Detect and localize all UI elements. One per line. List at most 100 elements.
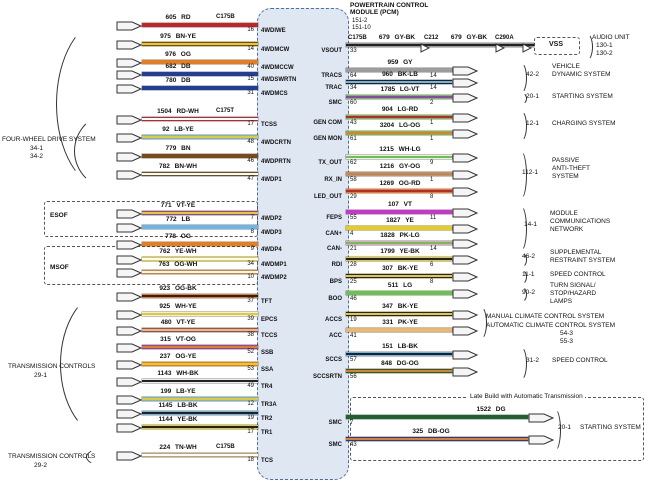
- right-pin-number: 21: [350, 246, 357, 252]
- right-wire-label: 960 BK-LB: [382, 71, 418, 78]
- system-label: MODULE: [550, 210, 578, 217]
- system-label: PASSIVE: [552, 157, 580, 164]
- wire-ACC-16: [346, 328, 452, 332]
- far-pin-number: 14: [430, 85, 437, 91]
- left-wire-label: 92 LB-YE: [162, 126, 194, 133]
- right-pin-number: 33: [350, 48, 357, 54]
- right-wire-label: 1785 LG-VT: [380, 86, 420, 93]
- group-ref: 42-2: [526, 71, 540, 78]
- left-pin-number: 37: [247, 298, 254, 304]
- pcm-pin-name: LED_OUT: [313, 194, 342, 200]
- wire-TRAC-2: [346, 80, 452, 84]
- right-pin-number: 28: [350, 262, 357, 268]
- right-connector-icon: [452, 253, 479, 265]
- right-wire-label: 331 PK-YE: [382, 319, 418, 326]
- pcm-pin-name: SCCSRTN: [312, 374, 342, 380]
- system-label: CHARGING SYSTEM: [552, 120, 616, 127]
- pcm-pin-name: 4WDMP2: [261, 275, 287, 281]
- pcm-pin-name: RX_IN: [324, 177, 342, 183]
- group-ref: 46-2: [522, 253, 536, 260]
- group-brace: [514, 286, 527, 303]
- right-connector-icon: [452, 151, 479, 163]
- junction-icon: [495, 40, 506, 53]
- far-pin-number: 14: [430, 246, 437, 252]
- wire-BPS-13: [346, 274, 452, 278]
- right-pin-number: 19: [350, 317, 357, 323]
- right-connector-icon: [452, 287, 479, 299]
- right-wire-label: 511 LG: [387, 282, 413, 289]
- left-wire-label: 763 OG-WH: [158, 261, 198, 268]
- pcm-pin-name: SMC: [328, 100, 342, 106]
- right-wire-label: 3204 LG-OG: [379, 122, 421, 129]
- right-pin-number: 43: [350, 120, 357, 126]
- left-wire-label: 480 VT-YE: [160, 319, 196, 326]
- left-pin-number: 47: [247, 176, 254, 182]
- pcm-title-ref1: 151-2: [352, 18, 368, 24]
- left-pin-number: 17: [247, 429, 254, 435]
- pcm-pin-name: SCCS: [325, 357, 342, 363]
- far-pin-number: 1: [430, 120, 434, 126]
- right-pin-number: 43: [350, 442, 357, 448]
- harness-arc: [74, 112, 154, 190]
- right-connector-icon: [452, 348, 479, 360]
- group-ref: 20-1: [558, 424, 572, 431]
- right-connector-icon: [452, 206, 479, 218]
- system-label: LAMPS: [550, 298, 573, 305]
- left-wire-4WDPRTN: [142, 154, 258, 158]
- pcm-pin-name: FEPS: [326, 215, 342, 221]
- left-wire-label: 1145 LB-BK: [158, 402, 198, 409]
- left-pin-number: 15: [247, 76, 254, 82]
- right-wire-label: 1828 PK-LG: [380, 232, 420, 239]
- left-wire-label: 772 LB: [165, 216, 191, 223]
- system-label: ANTI-THEFT: [552, 165, 590, 172]
- far-pin-number: 2: [430, 100, 434, 106]
- group-ref: 12-1: [526, 120, 540, 127]
- pcm-pin-name: 4WDP1: [261, 177, 282, 183]
- right-pin-number: 7: [350, 420, 354, 426]
- group-ref: 112-1: [522, 169, 539, 176]
- left-pin-number: 53: [247, 366, 254, 372]
- pcm-pin-name: 4WDP2: [261, 216, 282, 222]
- right-connector-icon: [452, 111, 479, 123]
- wire-RX_IN-7: [346, 172, 452, 176]
- right-wire-label: 107 VT: [388, 201, 412, 208]
- left-wire-label: 1144 YE-BK: [158, 416, 198, 423]
- system-label: SPEED CONTROL: [552, 357, 608, 364]
- system-label: NETWORK: [550, 226, 584, 233]
- system-label: 130-2: [596, 50, 613, 57]
- left-wire-label: 923 OG-BK: [159, 285, 197, 292]
- right-connector-icon: [452, 237, 479, 249]
- vss-label: VSS: [548, 41, 563, 48]
- left-connector-icon: [116, 221, 143, 233]
- far-pin-number: 6: [430, 262, 434, 268]
- right-wire-label: 1215 WH-LG: [379, 146, 421, 153]
- left-wire-label: 780 DB: [165, 77, 191, 84]
- wire-RDI-12: [346, 257, 452, 261]
- right-pin-number: 64: [350, 73, 357, 79]
- system-label: 55-3: [560, 338, 574, 345]
- pcm-pin-name: TCS: [261, 458, 273, 464]
- left-connector-icon: [116, 253, 143, 265]
- far-pin-number: 14: [430, 73, 437, 79]
- left-pin-number: 39: [247, 316, 254, 322]
- group-brace: [548, 408, 561, 452]
- msof-label: MSOF: [50, 264, 69, 271]
- left-pin-number: 52: [247, 349, 254, 355]
- group-brace: [474, 306, 487, 340]
- right-connector-icon: [452, 222, 479, 234]
- left-pin-number: 34: [247, 261, 254, 267]
- wire-CAN--11: [346, 241, 452, 245]
- group-brace: [514, 205, 527, 252]
- left-pin-number: 10: [247, 274, 254, 280]
- late-build-label: Late Build with Automatic Transmission: [468, 393, 585, 401]
- left-wire-4WDMCS: [142, 86, 258, 90]
- pcm-pin-name: BPS: [329, 279, 342, 285]
- system-label: SUPPLEMENTAL: [550, 249, 602, 256]
- far-pin-number: 8: [430, 194, 434, 200]
- left-pin-number: 17: [247, 121, 254, 127]
- system-label: COMMUNICATIONS: [550, 218, 611, 225]
- harness-arc: [56, 18, 158, 190]
- right-wire-label: 1799 YE-BK: [380, 248, 420, 255]
- wire-CAN+-10: [346, 226, 452, 230]
